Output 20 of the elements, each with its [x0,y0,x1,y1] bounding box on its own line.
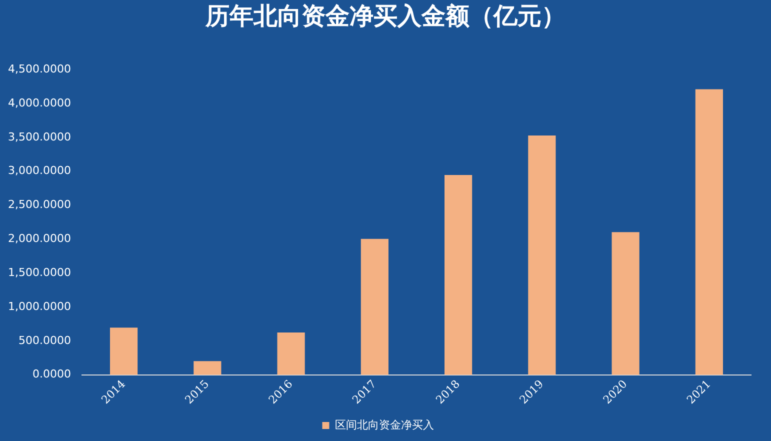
y-tick-label: 1,500.0000 [8,266,71,279]
y-tick-label: 3,500.0000 [8,130,71,144]
y-tick-label: 0.0000 [32,368,71,381]
bar [110,328,138,375]
bar [277,332,305,375]
bar [360,238,388,375]
bar [194,361,222,375]
bar [695,89,723,375]
bar [612,232,640,375]
y-tick-label: 2,500.0000 [8,198,71,212]
chart-title: 历年北向资金净买入金额（亿元） [204,1,566,32]
y-tick-label: 1,000.0000 [8,300,71,313]
y-tick-label: 500.0000 [18,334,71,347]
y-tick-label: 4,500.0000 [8,62,71,76]
y-tick-label: 2,000.0000 [8,232,71,246]
y-tick-label: 3,000.0000 [8,164,71,178]
bar [528,136,556,375]
legend-label: 区间北向资金净买入 [334,418,434,432]
bar [444,174,472,375]
y-tick-label: 4,000.0000 [8,96,71,110]
